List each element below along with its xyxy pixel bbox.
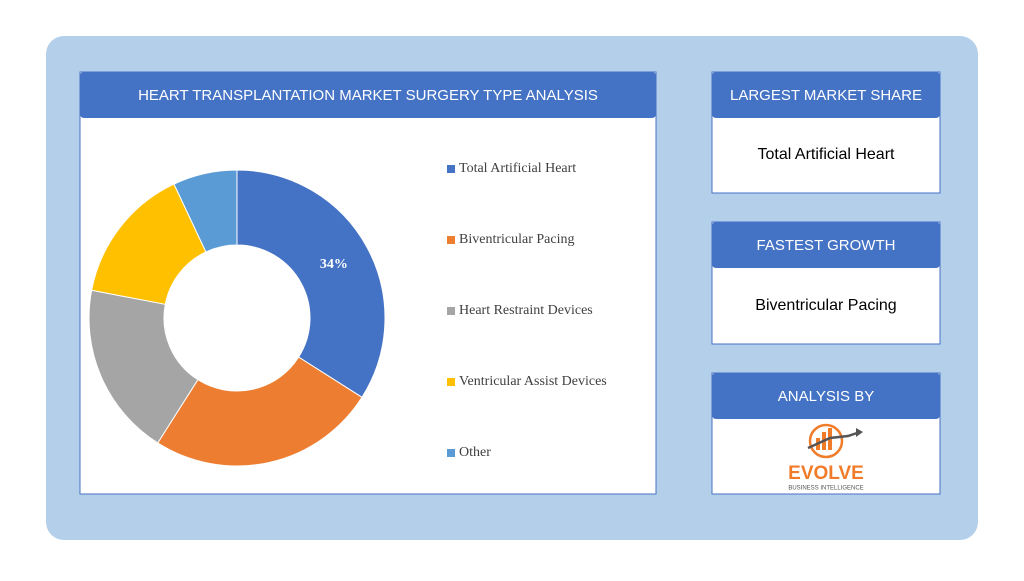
logo-icon: [807, 423, 863, 459]
legend-label: Biventricular Pacing: [459, 232, 574, 247]
logo-tagline: BUSINESS INTELLIGENCE: [788, 486, 863, 492]
panel-title: FASTEST GROWTH: [757, 237, 896, 254]
legend-label: Heart Restraint Devices: [459, 303, 593, 318]
panel: ANALYSIS BY EVOLVE BUSINESS INTELLIGENCE: [711, 372, 941, 495]
panel-header: [712, 72, 940, 118]
panel-header: [712, 373, 940, 419]
donut-segment: [173, 169, 238, 253]
legend-swatch: [447, 236, 455, 244]
panel: LARGEST MARKET SHARE Total Artificial He…: [711, 71, 941, 194]
legend-label: Ventricular Assist Devices: [459, 374, 607, 389]
legend-swatch: [447, 307, 455, 315]
legend-label: Total Artificial Heart: [459, 161, 576, 176]
chart-title: HEART TRANSPLANTATION MARKET SURGERY TYP…: [138, 87, 598, 104]
panel-text: Biventricular Pacing: [755, 297, 896, 314]
legend-swatch: [447, 165, 455, 173]
panel-text: Total Artificial Heart: [758, 146, 895, 163]
chart-header: [80, 72, 656, 118]
logo-name: EVOLVE: [788, 463, 864, 484]
panel: FASTEST GROWTH Biventricular Pacing: [711, 221, 941, 345]
panel-title: LARGEST MARKET SHARE: [730, 87, 922, 104]
legend-swatch: [447, 449, 455, 457]
donut-segment: [157, 356, 363, 467]
legend-label: Other: [459, 445, 491, 460]
donut-segment: [236, 169, 386, 398]
data-label: 34%: [320, 257, 348, 272]
panel-title: ANALYSIS BY: [778, 388, 874, 405]
legend-swatch: [447, 378, 455, 386]
panel-header: [712, 222, 940, 268]
donut-segment: [88, 289, 199, 444]
